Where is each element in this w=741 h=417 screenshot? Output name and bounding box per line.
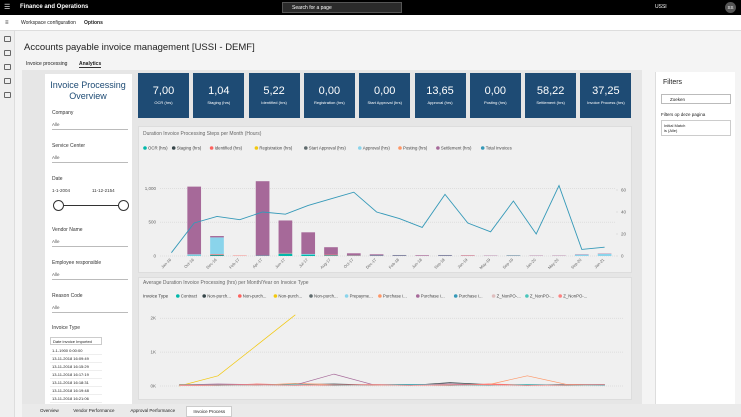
filter-card[interactable]: Initial Match is (Alle)	[661, 120, 731, 136]
breadcrumb-workspace[interactable]: Workspace configuration	[21, 20, 76, 26]
date-to[interactable]: 11-12-2154	[92, 188, 115, 193]
nav-favorites[interactable]	[4, 50, 11, 56]
nav-modules[interactable]	[4, 92, 11, 98]
search-placeholder: Search for a page	[292, 5, 332, 11]
filters-search[interactable]: Zoeken	[661, 94, 731, 104]
search-box[interactable]: Search for a page	[282, 2, 402, 13]
list-item[interactable]: 1-1-1900 0:00:00	[50, 347, 102, 355]
app-name: Finance and Operations	[20, 4, 89, 10]
slider-handle[interactable]	[53, 200, 64, 211]
kpi-value: 0,00	[318, 85, 341, 97]
kpi-value: 13,65	[426, 85, 454, 97]
slicer-dropdown[interactable]: Alle	[52, 304, 128, 313]
slicer-label: Reason Code	[52, 293, 83, 299]
kpi-label: OCR (hrs)	[154, 100, 173, 105]
nav-recent[interactable]	[4, 64, 11, 70]
nav-home[interactable]	[4, 36, 11, 42]
kpi-label: Start Approval (hrs)	[367, 100, 402, 105]
kpi-tile: 0,00 Registration (hrs)	[303, 73, 355, 118]
nav-workspaces[interactable]	[4, 78, 11, 84]
kpi-value: 5,22	[263, 85, 285, 97]
list-item[interactable]: 13-11-2018 16:17:19	[50, 371, 102, 379]
report-tab[interactable]: Approval Performance	[130, 408, 176, 413]
filters-title: Filters	[663, 79, 683, 86]
kpi-label: Settlement (hrs)	[536, 100, 565, 105]
company[interactable]: USSI	[655, 4, 667, 10]
tab[interactable]: Invoice processing	[26, 61, 68, 67]
kpi-label: Identified (hrs)	[261, 100, 287, 105]
kpi-tile: 7,00 OCR (hrs)	[138, 73, 189, 118]
chart-panel	[138, 277, 632, 400]
kpi-value: 0,00	[484, 85, 506, 97]
slicer-dropdown[interactable]: Alle	[52, 121, 128, 130]
list-item[interactable]: 13-11-2018 16:19:48	[50, 387, 102, 395]
filters-section: Filters op deze pagina	[661, 112, 706, 117]
kpi-tile: 58,22 Settlement (hrs)	[525, 73, 577, 118]
kpi-tile: 13,65 Approval (hrs)	[414, 73, 466, 118]
slicer-label: Service Center	[52, 143, 86, 149]
slicer-panel: Invoice Processing Overview Company Alle…	[45, 74, 132, 404]
kpi-label: Posting (hrs)	[483, 100, 507, 105]
breadcrumb-bar: ≡ Workspace configuration Options	[0, 15, 741, 31]
report-tab[interactable]: Overview	[40, 408, 59, 413]
list-item[interactable]: 13-11-2018 16:18:31	[50, 379, 102, 387]
breadcrumb-options[interactable]: Options	[84, 20, 103, 26]
kpi-tile: 0,00 Start Approval (hrs)	[359, 73, 411, 118]
kpi-value: 7,00	[152, 85, 175, 97]
list-item[interactable]: 13-11-2018 16:09:49	[50, 355, 102, 363]
report-tab[interactable]: Vendor Performance	[73, 408, 115, 413]
kpi-tile: 37,25 Invoice Process (hrs)	[580, 73, 632, 118]
filter-name: Initial Match	[664, 123, 686, 128]
date-from[interactable]: 1-1-2004	[52, 188, 71, 193]
kpi-tile: 5,22 Identified (hrs)	[248, 73, 300, 118]
list-item[interactable]: 13-11-2018 16:15:29	[50, 363, 102, 371]
kpi-label: Registration (hrs)	[314, 100, 345, 105]
date-list: 1-1-1900 0:00:00 13-11-2018 16:09:49 13-11…	[50, 347, 102, 403]
list-header[interactable]: Date invoice Imported	[50, 337, 102, 345]
list-item[interactable]: 13-11-2018 16:21:06	[50, 395, 102, 403]
kpi-tile: 1,04 Staging (hrs)	[193, 73, 245, 118]
slicer-title: Invoice Processing Overview	[50, 80, 126, 101]
report-tabs: Overview Vendor Performance Approval Perfo…	[22, 404, 741, 417]
slicer-label: Vendor Name	[52, 227, 83, 233]
slicer-label: Company	[52, 110, 74, 116]
filter-value: is (Alle)	[664, 128, 678, 133]
kpi-value: 37,25	[592, 85, 620, 97]
side-nav	[0, 31, 15, 417]
slicer-label: Invoice Type	[52, 325, 80, 331]
slicer-label: Date	[52, 176, 63, 182]
date-slider-track	[58, 205, 124, 206]
page-title: Accounts payable invoice management [USS…	[24, 42, 255, 53]
kpi-value: 58,22	[536, 85, 565, 97]
slicer-label: Employee responsible	[52, 260, 102, 266]
kpi-tile: 0,00 Posting (hrs)	[469, 73, 521, 118]
kpi-value: 0,00	[373, 85, 396, 97]
menu-icon[interactable]: ☰	[4, 4, 11, 11]
top-bar: ☰ Finance and Operations Search for a pa…	[0, 0, 741, 15]
user-initials: SS	[727, 5, 734, 10]
slicer-dropdown[interactable]: Alle	[52, 271, 128, 280]
tab-active[interactable]: Analytics	[79, 61, 102, 68]
slider-handle[interactable]	[118, 200, 129, 211]
report-tab-active[interactable]: Invoice Process	[186, 406, 233, 417]
kpi-value: 1,04	[208, 85, 230, 97]
kpi-label: Staging (hrs)	[207, 100, 231, 105]
slicer-dropdown[interactable]: Alle	[52, 154, 128, 163]
filters-pane: Filters Zoeken Filters op deze pagina In…	[655, 72, 735, 404]
kpi-label: Approval (hrs)	[427, 100, 453, 105]
avatar[interactable]: SS	[725, 2, 736, 13]
chart-panel	[138, 126, 632, 273]
hamburger[interactable]: ≡	[5, 20, 9, 26]
slicer-dropdown[interactable]: Alle	[52, 238, 128, 247]
kpi-label: Invoice Process (hrs)	[587, 100, 625, 105]
